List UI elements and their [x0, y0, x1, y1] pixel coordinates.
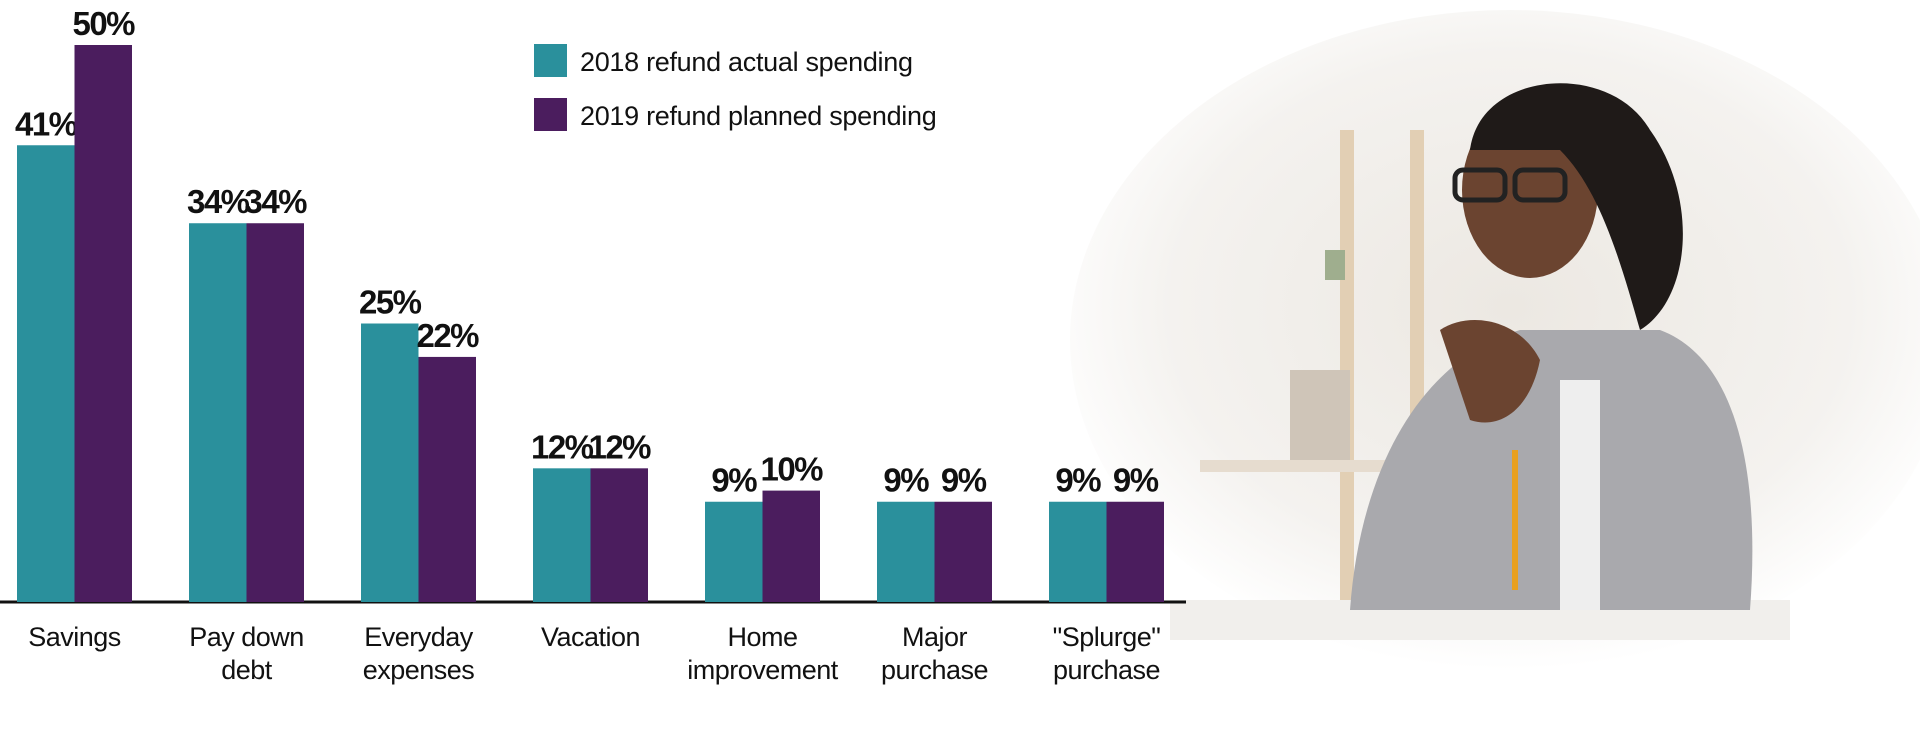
- bar: [189, 223, 247, 603]
- value-label: 22%: [416, 317, 479, 354]
- value-label: 9%: [1113, 462, 1159, 499]
- bar: [17, 145, 75, 602]
- legend-swatch: [534, 44, 567, 77]
- legend-label: 2018 refund actual spending: [580, 47, 913, 77]
- bar: [418, 356, 476, 602]
- bar: [877, 501, 935, 602]
- value-label: 41%: [15, 105, 78, 142]
- bar: [246, 223, 304, 603]
- bar: [1049, 501, 1107, 602]
- x-tick-label: Home improvement: [687, 622, 839, 685]
- value-label: 9%: [711, 462, 757, 499]
- value-label: 34%: [187, 183, 250, 220]
- bar: [762, 490, 820, 602]
- x-tick-label: Major purchase: [881, 622, 988, 685]
- bar: [934, 501, 992, 602]
- legend-label: 2019 refund planned spending: [580, 101, 936, 131]
- value-label: 34%: [244, 183, 307, 220]
- legend-swatch: [534, 98, 567, 131]
- value-label: 9%: [1055, 462, 1101, 499]
- bar: [533, 468, 591, 602]
- bar: [361, 323, 419, 602]
- bar: [705, 501, 763, 602]
- legend: 2018 refund actual spending 2019 refund p…: [534, 44, 937, 131]
- value-label: 12%: [588, 428, 651, 465]
- x-tick-label: Everyday expenses: [363, 622, 475, 685]
- value-label: 9%: [941, 462, 987, 499]
- bar: [1106, 501, 1164, 602]
- x-tick-label: "Splurge" purchase: [1053, 622, 1161, 685]
- photo: [1070, 10, 1920, 670]
- value-label: 50%: [72, 5, 135, 42]
- value-label: 10%: [760, 451, 823, 488]
- value-label: 12%: [531, 428, 594, 465]
- x-tick-label: Savings: [28, 622, 121, 652]
- x-tick-label: Pay down debt: [189, 622, 304, 685]
- x-tick-label: Vacation: [541, 622, 640, 652]
- value-label: 25%: [359, 284, 422, 321]
- bar: [590, 468, 648, 602]
- bar: [74, 45, 132, 602]
- value-label: 9%: [883, 462, 929, 499]
